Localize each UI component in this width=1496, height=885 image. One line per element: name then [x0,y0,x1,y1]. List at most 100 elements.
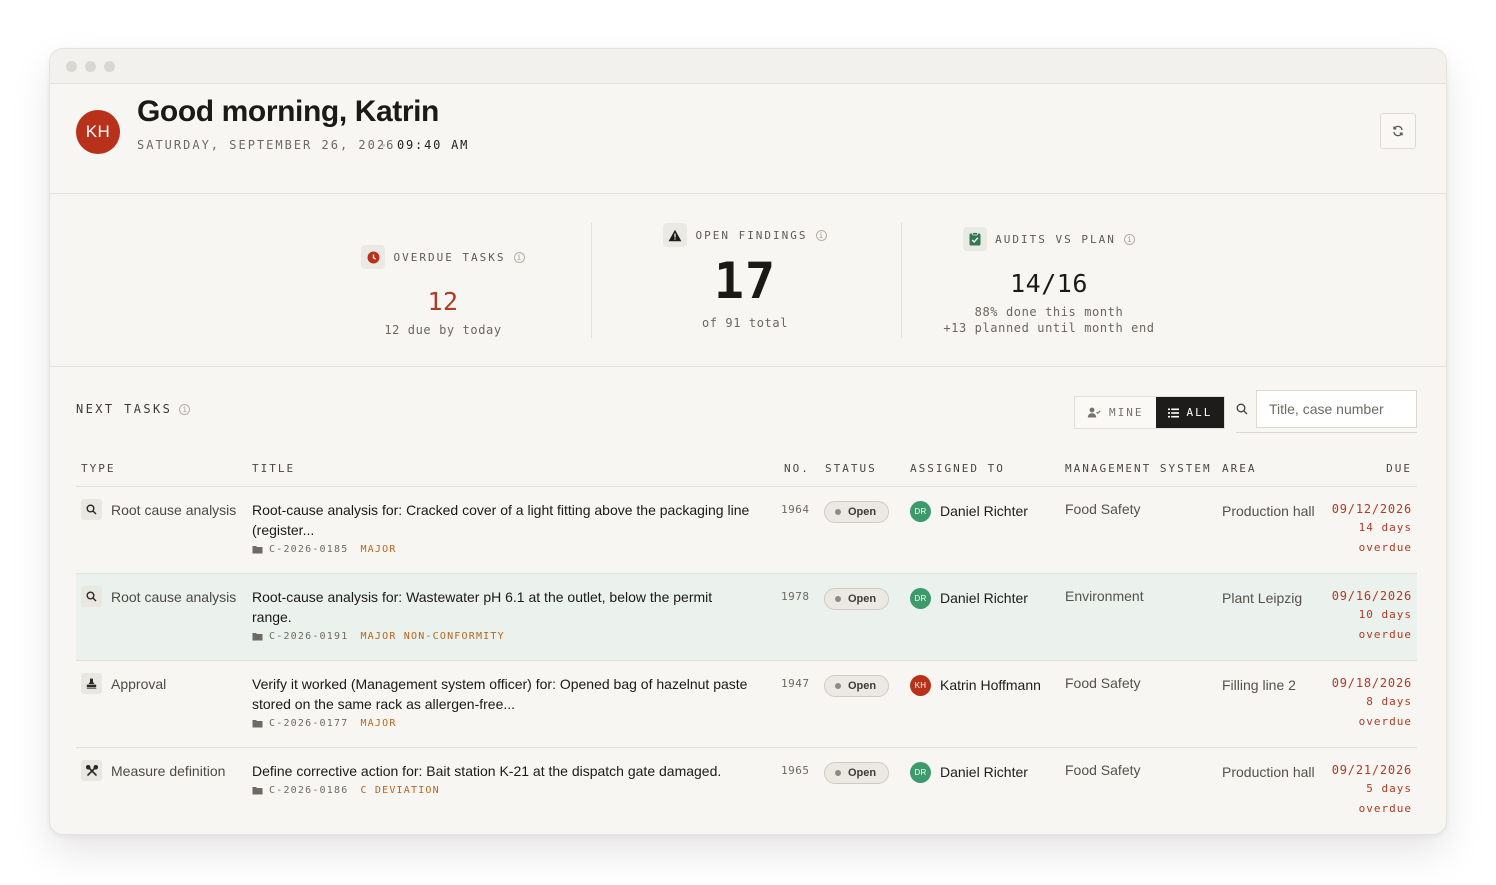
stat-overdue-tasks[interactable]: OVERDUE TASKS i 12 12 due by today [293,245,593,338]
warning-icon [663,223,688,247]
due-days: 5 days [1366,782,1412,795]
due-status: overdue [1358,541,1412,554]
area: Production hall [1222,503,1315,519]
case-number[interactable]: C-2026-0177 [269,718,349,729]
assignee-name: Daniel Richter [940,590,1028,606]
window-close-dot[interactable] [66,61,77,72]
status-label: Open [848,767,877,779]
severity-tag: C DEVIATION [360,785,440,796]
status-dot [835,683,841,689]
management-system: Food Safety [1065,762,1141,778]
table-row[interactable]: Approval Verify it worked (Management sy… [76,661,1417,748]
table-row[interactable]: Root cause analysis Root-cause analysis … [76,574,1417,661]
management-system: Food Safety [1065,501,1141,517]
col-due[interactable]: DUE [1386,462,1412,475]
case-number[interactable]: C-2026-0185 [269,544,349,555]
col-management-system[interactable]: MANAGEMENT SYSTEM [1065,462,1212,475]
task-search-input[interactable] [1256,390,1417,428]
refresh-button[interactable] [1380,113,1416,149]
task-meta: C-2026-0177 MAJOR [252,718,397,729]
app-window: KH Good morning, Katrin SATURDAY, SEPTEM… [49,48,1447,835]
current-time: 09:40 AM [397,138,470,152]
search-icon [1236,403,1248,415]
stat-subtext: 12 due by today [384,323,502,337]
stat-divider [901,223,902,338]
current-date: SATURDAY, SEPTEMBER 26, 2026 [137,138,396,152]
task-meta: C-2026-0191 MAJOR NON-CONFORMITY [252,631,505,642]
tools-icon [81,760,102,781]
col-area[interactable]: AREA [1222,462,1257,475]
folder-icon [252,787,263,795]
col-title[interactable]: TITLE [252,462,296,475]
stat-label: OPEN FINDINGS [695,228,808,242]
col-assigned[interactable]: ASSIGNED TO [910,462,1005,475]
list-icon [1167,408,1179,417]
table-row[interactable]: Measure definition Define corrective act… [76,748,1417,834]
status-badge: Open [824,588,889,610]
folder-icon [252,546,263,554]
due-date: 09/18/2026 [1331,676,1412,690]
col-type[interactable]: TYPE [81,462,116,475]
status-label: Open [848,680,877,692]
window-maximize-dot[interactable] [104,61,115,72]
management-system: Environment [1065,588,1144,604]
search-underline [1236,432,1417,433]
task-title[interactable]: Define corrective action for: Bait stati… [252,763,722,779]
status-label: Open [848,593,877,605]
table-row[interactable]: Root cause analysis Root-cause analysis … [76,487,1417,574]
status-dot [835,770,841,776]
col-no[interactable]: NO. [784,462,810,475]
task-number: 1978 [781,590,810,603]
status-dot [835,509,841,515]
assignee-avatar: KH [910,675,931,696]
filter-mine-label: MINE [1109,406,1144,419]
case-number[interactable]: C-2026-0191 [269,631,349,642]
status-badge: Open [824,675,889,697]
filter-all-label: ALL [1186,406,1213,419]
filter-all-button[interactable]: ALL [1155,397,1225,428]
status-dot [835,596,841,602]
due-cell: 09/16/2026 10 days overdue [1332,587,1412,645]
area: Production hall [1222,764,1315,780]
page-header: KH Good morning, Katrin SATURDAY, SEPTEM… [50,84,1446,194]
task-type: Approval [111,676,167,692]
section-title-label: NEXT TASKS [76,402,173,416]
greeting-title: Good morning, Katrin [137,95,439,128]
task-number: 1965 [781,764,810,777]
window-minimize-dot[interactable] [85,61,96,72]
task-title[interactable]: Verify it worked (Management system offi… [252,676,748,712]
task-title[interactable]: Root-cause analysis for: Cracked cover o… [252,502,750,538]
col-status[interactable]: STATUS [825,462,877,475]
due-status: overdue [1358,802,1412,815]
search-icon [81,586,102,607]
stat-value: 12 [427,287,459,316]
info-icon[interactable]: i [1123,233,1135,245]
info-icon[interactable]: i [815,229,827,241]
table-header: TYPE TITLE NO. STATUS ASSIGNED TO MANAGE… [76,458,1417,487]
task-type: Measure definition [111,763,226,779]
stat-value: 17 [713,252,777,310]
date-separator [382,144,385,147]
user-avatar[interactable]: KH [76,110,120,154]
stamp-icon [81,673,102,694]
task-type: Root cause analysis [111,502,237,518]
due-days: 8 days [1366,695,1412,708]
filter-mine-button[interactable]: MINE [1075,397,1156,428]
window-titlebar [50,49,1446,84]
assignee-name: Katrin Hoffmann [940,677,1041,693]
task-filter-toggle: MINE ALL [1074,396,1226,429]
folder-icon [252,720,263,728]
task-title[interactable]: Root-cause analysis for: Wastewater pH 6… [252,589,713,625]
info-icon[interactable]: i [179,403,191,415]
task-type: Root cause analysis [111,589,237,605]
stat-audits-vs-plan[interactable]: AUDITS VS PLAN i 14/16 88% done this mon… [899,227,1199,336]
stat-subtext-2: +13 planned until month end [943,321,1155,335]
due-cell: 09/21/2026 5 days overdue [1332,761,1412,819]
stat-value: 14/16 [1010,269,1088,298]
stat-open-findings[interactable]: OPEN FINDINGS i 17 of 91 total [595,223,895,331]
area: Plant Leipzig [1222,590,1303,606]
due-date: 09/16/2026 [1331,589,1412,603]
case-number[interactable]: C-2026-0186 [269,785,349,796]
due-cell: 09/12/2026 14 days overdue [1332,500,1412,558]
info-icon[interactable]: i [513,251,525,263]
